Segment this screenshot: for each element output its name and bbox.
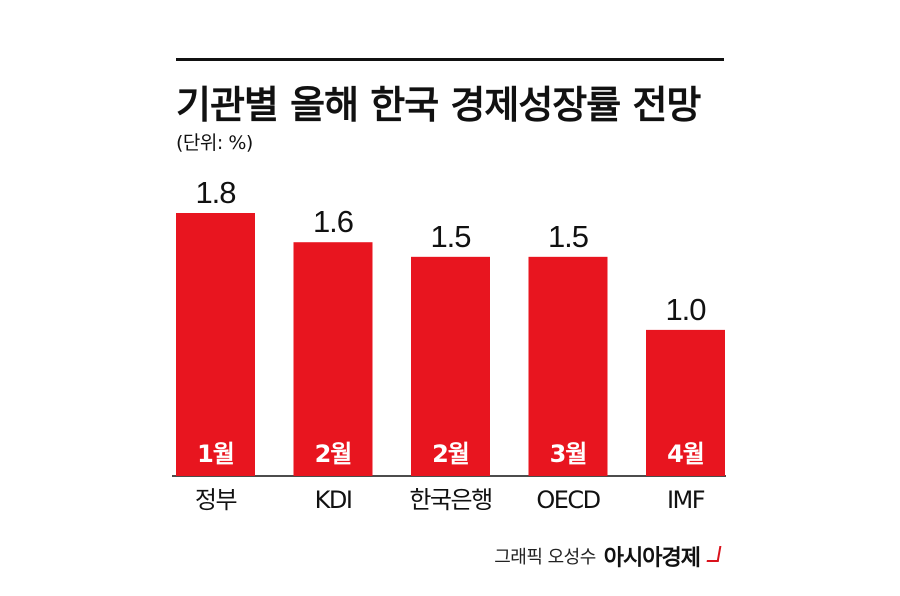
category-label-3: OECD xyxy=(536,486,600,514)
bar-4 xyxy=(646,329,725,476)
brand-mark-icon xyxy=(706,546,722,562)
category-label-1: KDI xyxy=(315,486,352,514)
brand-logo: 아시아경제 xyxy=(603,546,701,571)
value-label-4: 1.0 xyxy=(665,292,706,327)
category-label-0: 정부 xyxy=(195,486,237,514)
category-label-4: IMF xyxy=(667,486,705,514)
month-label-0: 1월 xyxy=(197,440,234,468)
month-label-2: 2월 xyxy=(432,440,469,468)
month-label-4: 4월 xyxy=(667,440,704,468)
bar-1 xyxy=(293,242,373,476)
value-label-2: 1.5 xyxy=(430,219,470,254)
top-rule xyxy=(176,58,724,61)
bar-0 xyxy=(176,213,255,476)
bar-3 xyxy=(528,256,608,476)
unit-label: (단위: %) xyxy=(176,132,253,154)
graphic-credit: 그래픽 오성수 xyxy=(494,547,596,568)
month-label-3: 3월 xyxy=(550,440,587,468)
value-label-3: 1.5 xyxy=(548,219,588,254)
value-label-1: 1.6 xyxy=(313,204,353,239)
chart-title: 기관별 올해 한국 경제성장률 전망 xyxy=(176,83,701,127)
category-label-2: 한국은행 xyxy=(409,486,491,514)
credit-line: 그래픽 오성수 아시아경제 xyxy=(494,540,722,572)
month-label-1: 2월 xyxy=(315,440,352,468)
bar-2 xyxy=(411,256,490,476)
value-label-0: 1.8 xyxy=(195,175,235,210)
